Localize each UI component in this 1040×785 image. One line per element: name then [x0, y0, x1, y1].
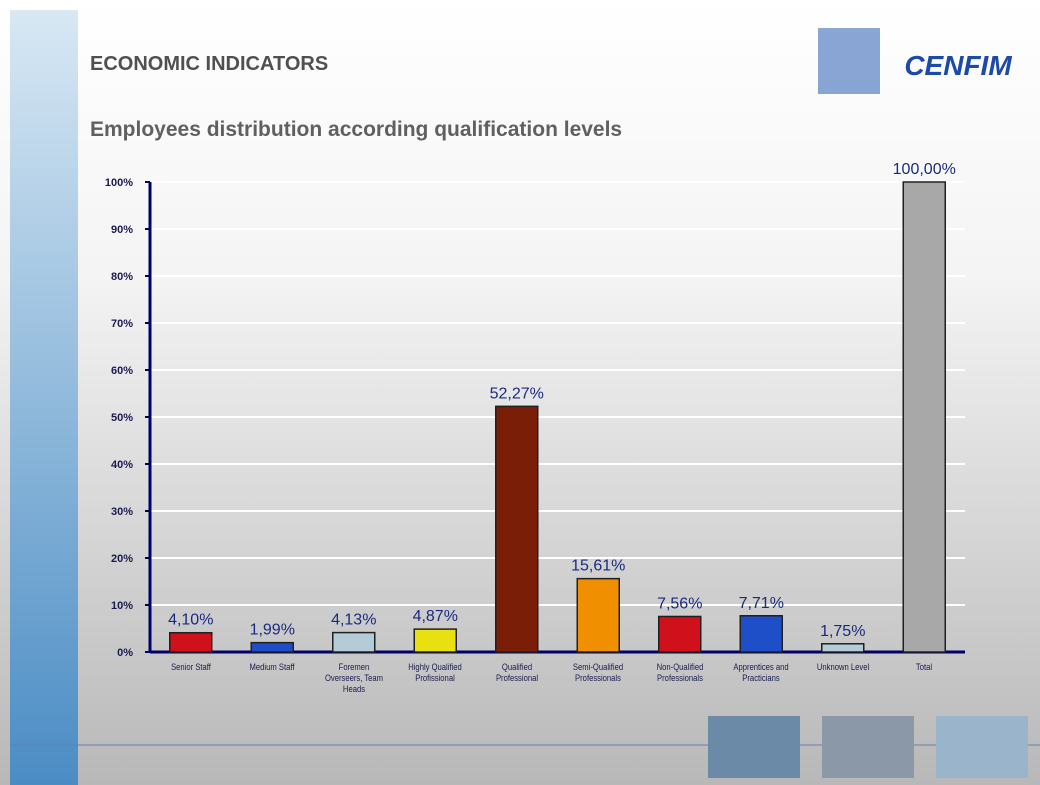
- x-tick-label: Medium Staff: [249, 662, 295, 672]
- x-tick-label: Total: [916, 662, 933, 672]
- y-tick-label: 100%: [105, 177, 133, 189]
- value-label: 7,71%: [739, 595, 784, 612]
- y-tick-label: 90%: [111, 224, 133, 236]
- bar: [495, 405, 539, 653]
- value-label: 52,27%: [490, 385, 544, 402]
- x-tick-label: Apprentices and Practicians: [733, 662, 789, 683]
- photo: [822, 716, 914, 778]
- x-tick-label: Highly Qualified Profissional: [408, 662, 463, 683]
- chart-title: Employees distribution according qualifi…: [90, 118, 622, 141]
- bar: [576, 577, 620, 653]
- y-tick-label: 50%: [111, 412, 133, 424]
- value-label: 1,99%: [250, 622, 295, 639]
- side-strip: [10, 10, 78, 785]
- y-tick-label: 30%: [111, 506, 133, 518]
- value-label: 1,75%: [820, 623, 865, 640]
- x-tick-label: Foremen Overseers, Team Heads: [324, 662, 383, 694]
- logo-icon: [818, 28, 880, 94]
- y-tick-label: 0%: [117, 647, 133, 659]
- value-label: 4,13%: [331, 612, 376, 629]
- bar: [658, 615, 702, 653]
- x-tick-label: Unknown Level: [816, 662, 869, 672]
- bar: [739, 615, 783, 653]
- bar: [169, 631, 213, 653]
- bar: [413, 628, 457, 653]
- value-label: 7,56%: [657, 595, 702, 612]
- bar: [250, 641, 294, 653]
- y-tick-label: 80%: [111, 271, 133, 283]
- y-tick-label: 40%: [111, 459, 133, 471]
- bar: [332, 631, 376, 653]
- x-tick-label: Non-Qualified Professionals: [656, 662, 704, 683]
- photo: [936, 716, 1028, 778]
- value-label: 4,10%: [168, 612, 213, 629]
- y-tick-label: 10%: [111, 600, 133, 612]
- y-tick-label: 70%: [111, 318, 133, 330]
- x-tick-label: Qualified Professional: [495, 662, 538, 683]
- logo: CENFIM: [904, 50, 1012, 81]
- x-tick-label: Semi-Qualified Professionals: [573, 662, 624, 683]
- y-tick-label: 60%: [111, 365, 133, 377]
- x-tick-label: Senior Staff: [170, 662, 211, 672]
- bar: [902, 181, 946, 653]
- bar: [821, 643, 865, 653]
- value-label: 100,00%: [893, 161, 956, 178]
- heading: ECONOMIC INDICATORS: [90, 53, 328, 75]
- y-tick-label: 20%: [111, 553, 133, 565]
- photo: [708, 716, 800, 778]
- value-label: 15,61%: [571, 558, 625, 575]
- value-label: 4,87%: [413, 608, 458, 625]
